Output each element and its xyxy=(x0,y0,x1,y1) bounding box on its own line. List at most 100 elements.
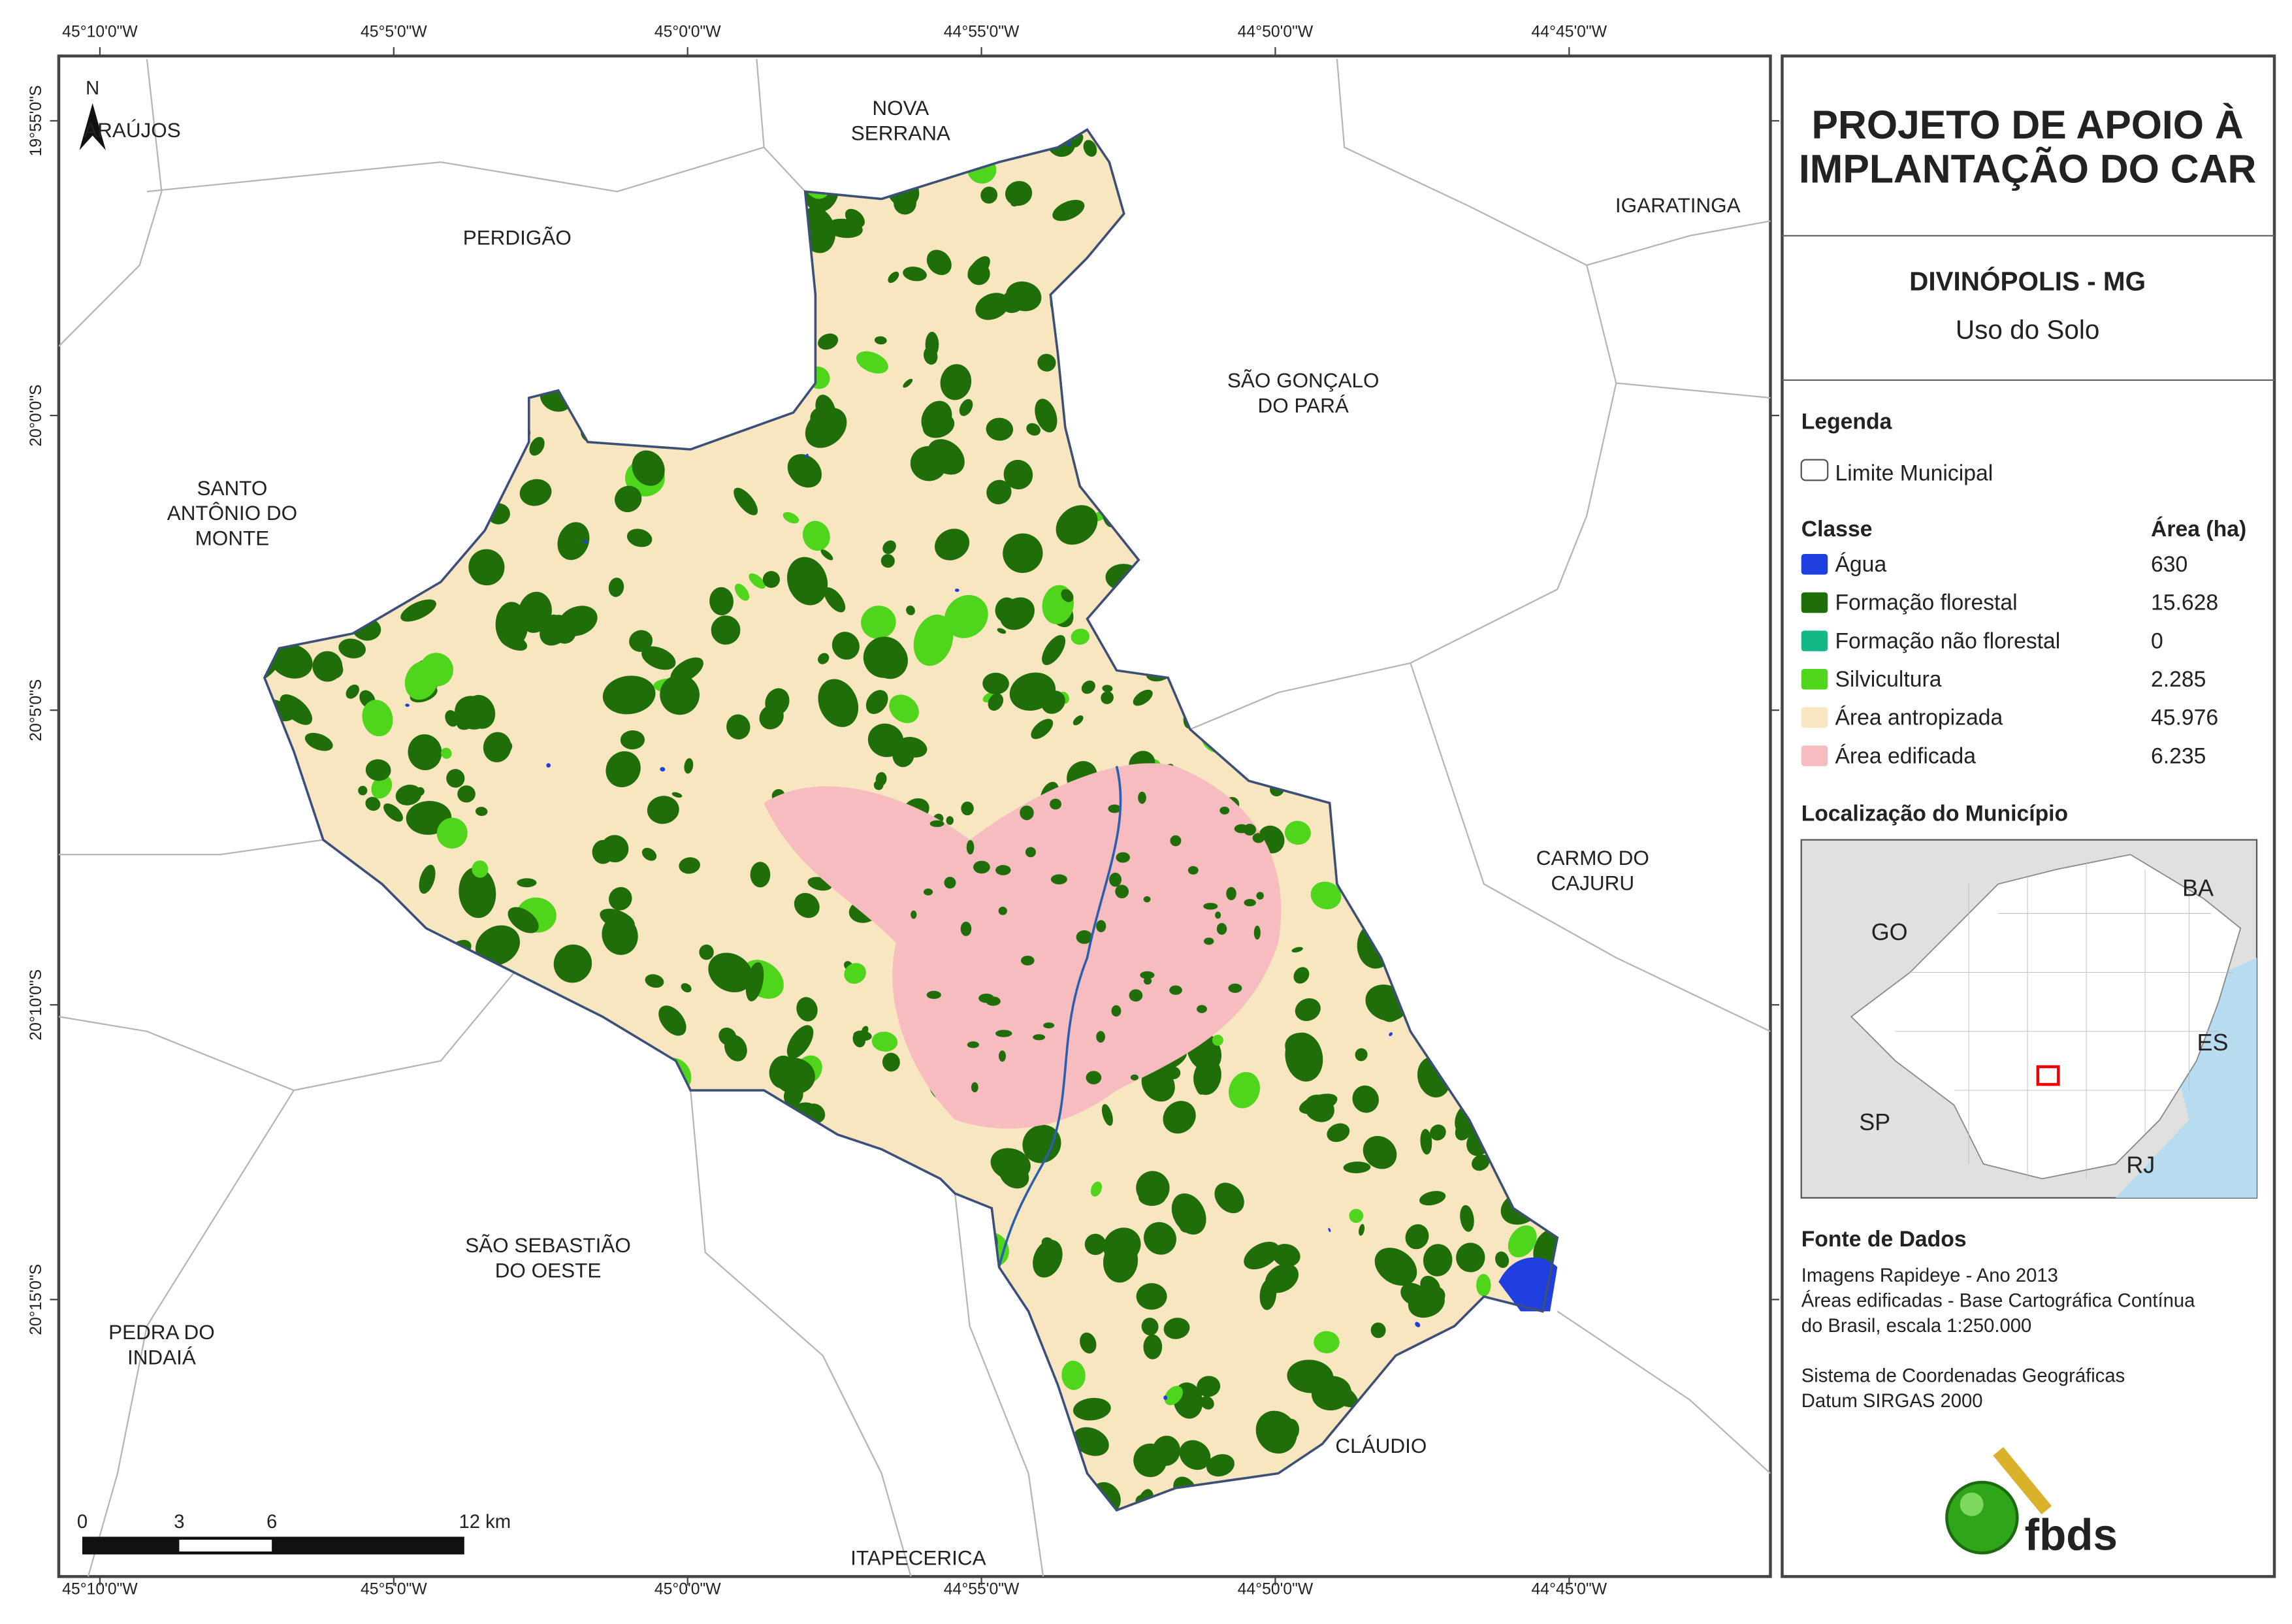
patch xyxy=(1420,1276,1441,1297)
patch xyxy=(709,587,734,615)
patch xyxy=(1203,937,1214,945)
patch xyxy=(1136,1283,1167,1310)
patch xyxy=(1476,1274,1491,1297)
boundary-swatch xyxy=(1800,459,1829,481)
patch xyxy=(338,638,366,658)
class-area: 2.285 xyxy=(2151,667,2206,692)
patch xyxy=(1343,1161,1371,1173)
state-label: BA xyxy=(2182,874,2214,901)
patch xyxy=(903,378,913,388)
patch xyxy=(862,1026,869,1035)
patch xyxy=(1115,885,1129,899)
patch xyxy=(762,571,780,588)
state-label: RJ xyxy=(2126,1151,2155,1178)
river xyxy=(997,766,1122,1268)
patch xyxy=(999,597,1035,630)
legend-swatch xyxy=(1801,592,1828,613)
patch xyxy=(1226,886,1236,901)
patch xyxy=(1073,134,1084,148)
patch xyxy=(1035,398,1057,432)
north-label: N xyxy=(86,77,99,99)
patch xyxy=(1389,1032,1393,1037)
patch xyxy=(824,587,846,613)
patch xyxy=(1216,922,1227,935)
patch xyxy=(602,675,656,715)
patch xyxy=(1423,1244,1453,1276)
place-name: SERRANA xyxy=(851,121,950,144)
patch xyxy=(660,767,666,771)
patch xyxy=(724,1035,747,1062)
patch xyxy=(1164,1386,1183,1406)
patch xyxy=(395,785,422,805)
patch xyxy=(1103,1240,1138,1283)
patch xyxy=(553,944,592,983)
patch xyxy=(1056,505,1098,545)
patch xyxy=(658,1005,686,1036)
legend-swatch xyxy=(1801,668,1828,690)
patch xyxy=(1033,1239,1063,1278)
latitude-label: 20°15'0"S xyxy=(27,1264,45,1335)
patch xyxy=(1052,199,1085,221)
patch xyxy=(400,599,436,622)
patch xyxy=(999,1050,1006,1062)
patch xyxy=(501,634,528,651)
patch xyxy=(679,857,700,874)
patch xyxy=(1043,1022,1055,1029)
patch xyxy=(1374,1247,1417,1286)
patch xyxy=(1061,1360,1086,1390)
class-name: Formação não florestal xyxy=(1835,628,2060,653)
patch xyxy=(472,860,489,878)
urban-area xyxy=(764,763,1282,1129)
patch xyxy=(1138,791,1146,804)
patch xyxy=(1197,1376,1221,1397)
patch xyxy=(475,807,488,817)
patch xyxy=(647,796,679,824)
patch xyxy=(552,619,576,644)
place-name: PERDIGÃO xyxy=(463,225,572,249)
legend-boundary: Limite Municipal xyxy=(1835,461,1993,485)
title: IMPLANTAÇÃO DO CAR xyxy=(1799,147,2256,191)
patch xyxy=(802,521,830,551)
logo-bar xyxy=(1993,1447,2052,1515)
patch xyxy=(1187,866,1199,875)
longitude-label: 44°45'0"W xyxy=(1532,23,1607,41)
patch xyxy=(765,688,790,716)
patch xyxy=(405,704,410,707)
patch xyxy=(1179,1440,1211,1470)
patch xyxy=(626,528,653,547)
class-area: 45.976 xyxy=(2151,706,2218,730)
patch xyxy=(960,921,972,936)
patch xyxy=(592,839,615,864)
patch xyxy=(786,1025,814,1059)
patch xyxy=(1076,930,1093,944)
patch xyxy=(922,414,955,438)
place-name: SÃO SEBASTIÃO xyxy=(465,1233,631,1257)
patch xyxy=(1020,805,1034,820)
patch xyxy=(1456,1242,1485,1273)
patch xyxy=(1349,1209,1364,1224)
patch xyxy=(270,643,313,679)
patch xyxy=(986,417,1014,441)
inset-marker xyxy=(2036,1065,2060,1086)
patch xyxy=(459,867,496,918)
patch xyxy=(1252,833,1265,843)
patch xyxy=(1359,1224,1365,1236)
patch xyxy=(1152,1435,1180,1466)
patch xyxy=(1169,985,1182,995)
patch xyxy=(1041,690,1065,714)
inset-municipalities xyxy=(1895,862,2234,1179)
patch xyxy=(1415,1322,1421,1327)
patch xyxy=(280,694,312,725)
patch xyxy=(436,817,468,849)
patch xyxy=(1256,892,1264,900)
subtitle: Uso do Solo xyxy=(1956,315,2100,345)
patch xyxy=(1455,1120,1472,1141)
patch xyxy=(1170,835,1182,847)
patch xyxy=(990,1148,1031,1180)
longitude-label: 45°10'0"W xyxy=(62,23,138,41)
patch xyxy=(929,820,944,827)
patch xyxy=(1143,1334,1163,1359)
scale-bar-segment xyxy=(179,1539,272,1551)
